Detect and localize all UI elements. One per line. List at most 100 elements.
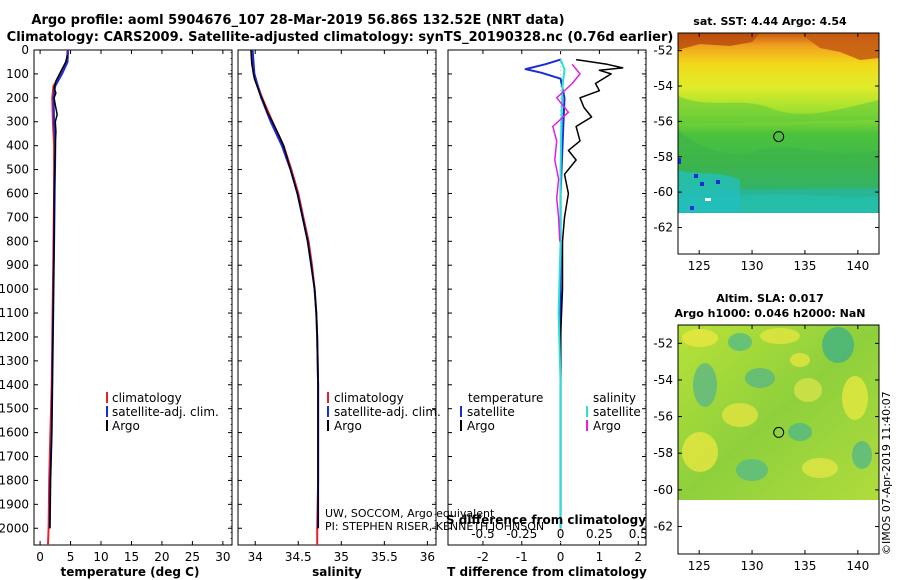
map-y-tick-label: -54 bbox=[653, 373, 673, 387]
map-y-tick-label: -60 bbox=[653, 483, 673, 497]
y-tick-label: 1700 bbox=[0, 450, 29, 464]
sla-map: -52 -54 -56 -58 -60 -62 125 130 135 140 bbox=[653, 324, 880, 573]
map-x-tick-label: 135 bbox=[793, 559, 816, 573]
x-tick-label: 0 bbox=[557, 550, 565, 564]
legend-title-temperature: temperature bbox=[468, 391, 543, 405]
title-line-2: Climatology: CARS2009. Satellite-adjuste… bbox=[7, 30, 674, 45]
x-tick-label: 0 bbox=[36, 550, 44, 564]
y-tick-label: 800 bbox=[6, 234, 29, 248]
credit-line-2: PI: STEPHEN RISER, KENNETH JOHNSON bbox=[325, 520, 544, 533]
temperature-profile-plot: 0100200300400500600700800900100011001200… bbox=[0, 43, 233, 579]
x-tick-label: 15 bbox=[124, 550, 139, 564]
map-y-tick-label: -58 bbox=[653, 446, 673, 460]
y-tick-label: 1000 bbox=[0, 282, 29, 296]
salinity-legend: climatology satellite-adj. clim. Argo bbox=[327, 391, 441, 433]
map-x-tick-label: 130 bbox=[741, 259, 764, 273]
plot-frame bbox=[447, 49, 647, 546]
map-x-tick-label: 130 bbox=[741, 559, 764, 573]
legend-label-t-argo: Argo bbox=[467, 419, 495, 433]
x-tick-label: 10 bbox=[93, 550, 108, 564]
sla-texture bbox=[682, 327, 872, 481]
sst-map-title: sat. SST: 4.44 Argo: 4.54 bbox=[693, 15, 847, 28]
legend-label-t-satellite: satellite bbox=[467, 405, 515, 419]
sst-map: -52 -54 -56 -58 -60 -62 125 130 135 140 bbox=[653, 32, 880, 273]
x-tick-label: 20 bbox=[154, 550, 169, 564]
legend-label-argo: Argo bbox=[112, 419, 140, 433]
y-tick-label: 1600 bbox=[0, 426, 29, 440]
map-x-tick-label: 140 bbox=[846, 559, 869, 573]
sst-frame bbox=[677, 32, 880, 255]
legend-label-climatology: climatology bbox=[334, 391, 404, 405]
difference-legend-temperature: temperature satellite Argo bbox=[460, 391, 543, 433]
map-y-tick-label: -56 bbox=[653, 410, 673, 424]
sla-map-title-2: Argo h1000: 0.046 h2000: NaN bbox=[674, 307, 865, 320]
x2-tick-label: -0.25 bbox=[506, 527, 537, 541]
x-tick-label: 34 bbox=[248, 550, 263, 564]
y-tick-label: 1400 bbox=[0, 378, 29, 392]
y-tick-label: 1300 bbox=[0, 354, 29, 368]
y-tick-label: 1500 bbox=[0, 402, 29, 416]
map-y-tick-label: -56 bbox=[653, 114, 673, 128]
x2-tick-label: 0.25 bbox=[586, 527, 613, 541]
y-tick-label: 600 bbox=[6, 186, 29, 200]
series-line-salinity-argo bbox=[552, 63, 581, 242]
y-tick-label: 400 bbox=[6, 139, 29, 153]
map-x-tick-label: 135 bbox=[793, 259, 816, 273]
map-x-tick-label: 125 bbox=[688, 259, 711, 273]
map-y-tick-label: -52 bbox=[653, 44, 673, 58]
y-tick-label: 1800 bbox=[0, 473, 29, 487]
legend-label-climatology: climatology bbox=[112, 391, 182, 405]
series-line-argo bbox=[49, 54, 69, 529]
map-y-tick-label: -58 bbox=[653, 150, 673, 164]
y-tick-label: 900 bbox=[6, 258, 29, 272]
sst-no-data bbox=[678, 213, 879, 254]
x-tick-label: 1 bbox=[596, 550, 604, 564]
map-y-tick-label: -62 bbox=[653, 220, 673, 234]
legend-label-satellite-adj: satellite-adj. clim. bbox=[112, 405, 219, 419]
sla-map-title-1: Altim. SLA: 0.017 bbox=[716, 292, 823, 305]
map-x-tick-label: 140 bbox=[846, 259, 869, 273]
x-tick-label: -2 bbox=[477, 550, 489, 564]
y-tick-label: 0 bbox=[21, 43, 29, 57]
map-y-tick-label: -62 bbox=[653, 520, 673, 534]
x-tick-label: -1 bbox=[516, 550, 528, 564]
x2-tick-label: 0.5 bbox=[629, 527, 648, 541]
y-tick-label: 500 bbox=[6, 163, 29, 177]
argo-location-marker bbox=[773, 131, 785, 143]
x-tick-label: 35.5 bbox=[371, 550, 398, 564]
credit-line-1: UW, SOCCOM, Argo equivalent bbox=[325, 507, 495, 520]
legend-title-salinity: salinity bbox=[593, 391, 636, 405]
map-y-tick-label: -54 bbox=[653, 79, 673, 93]
plot-frame bbox=[33, 49, 233, 546]
x-tick-label: 5 bbox=[67, 550, 75, 564]
x2-tick-label: -0.5 bbox=[471, 527, 494, 541]
x-axis-label: T difference from climatology bbox=[447, 565, 647, 579]
x-tick-label: 35 bbox=[334, 550, 349, 564]
map-y-tick-label: -52 bbox=[653, 336, 673, 350]
y-tick-label: 1200 bbox=[0, 330, 29, 344]
x-axis-label: temperature (deg C) bbox=[61, 565, 200, 579]
plot-frame bbox=[237, 49, 437, 546]
y-tick-label: 700 bbox=[6, 210, 29, 224]
map-x-tick-label: 125 bbox=[688, 559, 711, 573]
x-tick-label: 25 bbox=[185, 550, 200, 564]
map-y-tick-label: -60 bbox=[653, 185, 673, 199]
x-tick-label: 36 bbox=[420, 550, 435, 564]
sla-axes: -52 -54 -56 -58 -60 -62 125 130 135 140 bbox=[653, 325, 879, 573]
legend-label-s-argo: Argo bbox=[593, 419, 621, 433]
difference-legend-salinity: salinity satellite Argo bbox=[586, 391, 641, 433]
argo-location-marker bbox=[773, 426, 785, 438]
y-tick-label: 1900 bbox=[0, 497, 29, 511]
series-line-salinity-satellite bbox=[557, 59, 566, 529]
y-tick-label: 300 bbox=[6, 115, 29, 129]
x-axis-label: salinity bbox=[312, 565, 362, 579]
s-difference-axis-label: S difference from climatology bbox=[446, 513, 646, 527]
sla-frame bbox=[677, 324, 880, 555]
series-line-temperature-argo bbox=[559, 58, 624, 529]
salinity-profile-plot: 34 34.5 35 35.5 36 salinity bbox=[237, 49, 437, 579]
legend-label-satellite-adj: satellite-adj. clim. bbox=[334, 405, 441, 419]
imos-timestamp: ©IMOS 07-Apr-2019 11:40:07 bbox=[880, 391, 893, 555]
sst-axes: -52 -54 -56 -58 -60 -62 125 130 135 140 bbox=[653, 33, 879, 273]
title-line-1: Argo profile: aoml 5904676_107 28-Mar-20… bbox=[31, 13, 564, 28]
